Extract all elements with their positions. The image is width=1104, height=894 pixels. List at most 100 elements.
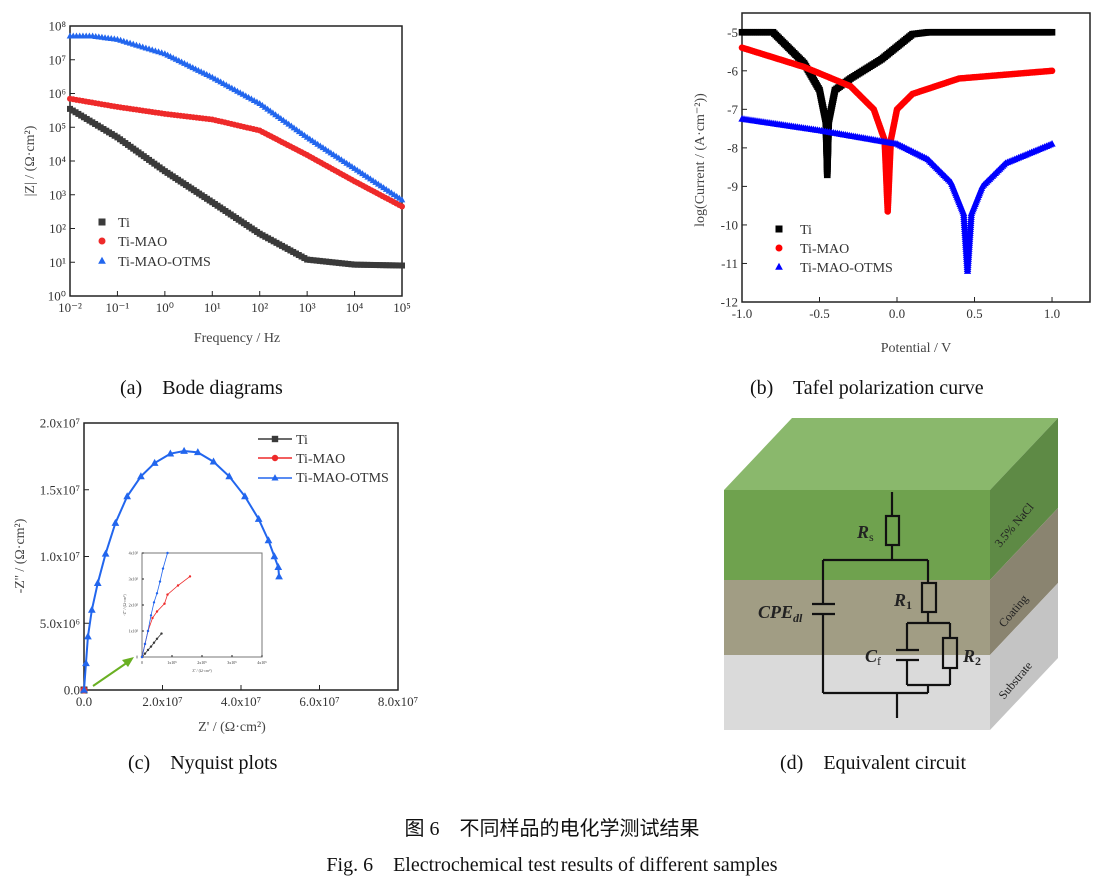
bode-point: [307, 256, 314, 263]
nyquist-chart: Z' / (Ω·cm²) -Z'' / (Ω·cm²) Ti Ti-MAO Ti…: [13, 416, 418, 735]
inset-ytick-label: 2x10⁵: [129, 602, 139, 607]
nyquist-xtick-label: 0.0: [76, 694, 92, 709]
nyquist-point: [123, 492, 132, 500]
bode-series-ti-mao-otms: [66, 32, 406, 203]
bode-xtick-label: 10⁵: [393, 300, 411, 315]
bode-xtick-label: 10¹: [204, 300, 221, 315]
bode-ytick-label: 10⁴: [48, 154, 66, 169]
inset-point: [163, 602, 166, 605]
nyquist-point: [84, 632, 92, 640]
bode-legend-marker: [98, 218, 106, 226]
bode-xtick-label: 10³: [299, 300, 316, 315]
inset-point: [166, 593, 169, 596]
tafel-xtick-label: 0.5: [966, 306, 982, 321]
tafel-legend-marker: [775, 244, 783, 252]
caption-b: (b) Tafel polarization curve: [750, 377, 984, 399]
tafel-point: [1048, 28, 1056, 36]
tafel-series-ti-mao-otms: [738, 115, 1056, 274]
bode-ytick-label: 10⁵: [48, 120, 66, 135]
inset-xtick-label: 3x10⁵: [227, 660, 237, 665]
bode-point: [310, 257, 317, 264]
bode-ytick-label: 10⁰: [48, 289, 66, 304]
inset-xtick-label: 4x10⁵: [257, 660, 267, 665]
inset-point: [166, 551, 169, 555]
bode-xlabel: Frequency / Hz: [194, 331, 280, 346]
tafel-ytick-label: -9: [727, 179, 738, 194]
bode-xtick-label: 10⁴: [346, 300, 364, 315]
nyquist-point: [264, 536, 273, 544]
nyquist-point: [270, 552, 279, 560]
electrolyte-side-face: [990, 418, 1058, 580]
tafel-legend-ti-mao: Ti-MAO: [800, 242, 849, 257]
inset-point: [188, 575, 192, 578]
bode-point: [399, 203, 405, 210]
bode-point: [370, 261, 377, 268]
inset-point: [152, 641, 156, 644]
bode-point: [348, 261, 355, 268]
inset-xtick-label: 0: [141, 660, 143, 665]
tafel-point: [1048, 67, 1056, 75]
bode-ytick-label: 10²: [49, 221, 66, 236]
bode-point: [332, 259, 339, 266]
nyquist-point: [225, 472, 234, 480]
bode-series-ti-mao: [67, 95, 405, 210]
inset-point: [155, 592, 159, 595]
bode-legend-ti-mao: Ti-MAO: [118, 235, 167, 250]
nyquist-ytick-label: 2.0x10⁷: [40, 416, 80, 431]
bode-legend-ti-mao-otms: Ti-MAO-OTMS: [118, 255, 211, 270]
nyquist-legend-ti-mao: Ti-MAO: [296, 452, 345, 467]
nyquist-inset: 0 1x10⁵ 2x10⁵ 3x10⁵ 4x10⁵ 0 1x10⁵ 2x10⁵ 3x10⁵ 4x1…: [129, 550, 268, 665]
bode-point: [313, 257, 320, 264]
zoom-arrow-icon: [92, 657, 134, 687]
tafel-series-ti: [738, 28, 1056, 179]
nyquist-point: [193, 448, 202, 456]
inset-ytick-label: 1x10⁵: [129, 628, 139, 633]
inset-point: [161, 567, 165, 570]
nyquist-point: [275, 572, 283, 580]
electrolyte-top-face: [724, 418, 1058, 490]
tafel-ylabel: log(Current / (A·cm⁻²)): [693, 93, 708, 227]
nyquist-point: [82, 659, 90, 667]
bode-legend-ti: Ti: [118, 216, 130, 231]
nyquist-xlabel: Z' / (Ω·cm²): [198, 720, 266, 735]
inset-point: [158, 580, 162, 583]
bode-point: [354, 261, 361, 268]
bode-point: [367, 261, 374, 268]
nyquist-point: [274, 562, 283, 570]
bode-point: [398, 196, 406, 203]
inset-xtick-label: 2x10⁵: [197, 660, 207, 665]
nyquist-point: [93, 579, 102, 586]
tafel-series-ti-mao: [738, 44, 1056, 215]
bode-point: [326, 258, 333, 265]
label-rs: Rs: [856, 522, 874, 544]
bode-point: [376, 262, 383, 269]
nyquist-xtick-label: 6.0x10⁷: [299, 694, 339, 709]
bode-point: [383, 262, 390, 269]
nyquist-xtick-label: 4.0x10⁷: [221, 694, 261, 709]
nyquist-point: [137, 472, 145, 480]
tafel-ytick-label: -12: [721, 295, 738, 310]
nyquist-ytick-label: 5.0x10⁶: [40, 616, 80, 631]
inset-point: [152, 601, 156, 604]
tafel-ytick-label: -8: [727, 140, 738, 155]
tafel-plot-frame: [741, 12, 1091, 303]
bode-series-ti: [67, 105, 405, 269]
bode-ytick-label: 10⁸: [48, 19, 66, 34]
bode-xtick-label: 10⁻¹: [106, 300, 130, 315]
inset-point: [140, 655, 144, 659]
nyquist-xtick-label: 8.0x10⁷: [378, 694, 418, 709]
bode-legend-marker: [98, 256, 106, 264]
nyquist-point: [241, 492, 249, 500]
nyquist-inset-frame: [141, 552, 263, 658]
nyquist-point: [150, 458, 159, 466]
nyquist-legend-marker: [271, 474, 279, 481]
bode-point: [361, 261, 368, 268]
bode-point: [392, 262, 399, 269]
nyquist-point: [166, 449, 175, 457]
nyquist-legend-ti-mao-otms: Ti-MAO-OTMS: [296, 471, 389, 486]
bode-point: [357, 261, 364, 268]
tafel-xtick-label: 0.0: [889, 306, 905, 321]
nyquist-ytick-label: 0.0: [64, 683, 80, 698]
tafel-xtick-label: 1.0: [1044, 306, 1060, 321]
bode-point: [316, 257, 323, 264]
